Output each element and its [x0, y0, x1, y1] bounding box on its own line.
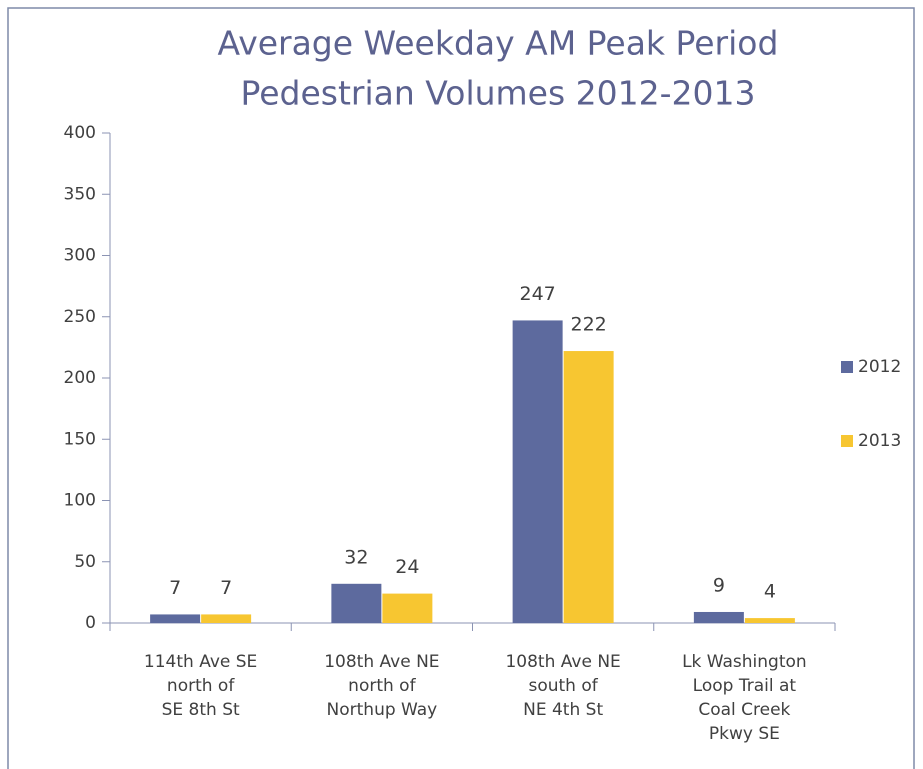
y-tick-label: 100 — [64, 491, 96, 511]
bar — [512, 320, 563, 623]
bar — [563, 351, 614, 623]
y-tick-label: 0 — [85, 613, 96, 633]
legend-swatch — [841, 361, 853, 373]
data-label: 24 — [395, 556, 419, 578]
y-tick-label: 250 — [64, 307, 96, 327]
frame — [7, 7, 915, 769]
data-label: 4 — [764, 581, 776, 603]
x-tick-label: south of — [528, 676, 598, 696]
bar — [331, 583, 382, 623]
x-tick-label: Loop Trail at — [693, 676, 797, 696]
y-tick-label: 50 — [74, 552, 96, 572]
data-label: 7 — [169, 577, 181, 599]
x-tick-label: NE 4th St — [523, 700, 603, 720]
bar — [150, 614, 201, 623]
x-tick-label: 108th Ave NE — [324, 652, 439, 672]
x-tick-label: Pkwy SE — [709, 724, 780, 744]
x-tick-label: north of — [167, 676, 235, 696]
x-tick-label: 114th Ave SE — [144, 652, 257, 672]
data-label: 7 — [220, 577, 232, 599]
y-tick-label: 200 — [64, 368, 96, 388]
x-tick-label: Northup Way — [327, 700, 438, 720]
bar — [382, 593, 433, 623]
y-tick-label: 350 — [64, 184, 96, 204]
x-tick-label: SE 8th St — [162, 700, 240, 720]
data-label: 247 — [519, 283, 555, 305]
x-tick-label: Coal Creek — [698, 700, 790, 720]
y-tick-label: 150 — [64, 429, 96, 449]
chart-title: Pedestrian Volumes 2012-2013 — [240, 74, 755, 113]
bar — [693, 611, 744, 623]
bar — [744, 618, 795, 623]
chart-title: Average Weekday AM Peak Period — [218, 24, 779, 63]
x-tick-label: north of — [348, 676, 416, 696]
data-label: 9 — [713, 574, 725, 596]
x-tick-label: 108th Ave NE — [505, 652, 620, 672]
legend-label: 2012 — [858, 357, 901, 377]
y-tick-label: 400 — [64, 123, 96, 143]
x-tick-label: Lk Washington — [682, 652, 807, 672]
bar — [201, 614, 252, 623]
legend-label: 2013 — [858, 431, 901, 451]
data-label: 222 — [570, 314, 606, 336]
data-label: 32 — [344, 546, 368, 568]
y-tick-label: 300 — [64, 246, 96, 266]
legend-swatch — [841, 435, 853, 447]
